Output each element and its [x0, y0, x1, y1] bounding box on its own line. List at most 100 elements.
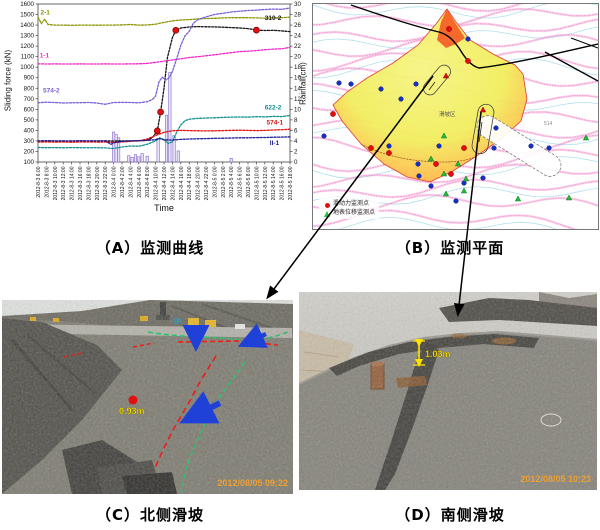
x-tick-label: 2012-8-3 8:00: [44, 166, 50, 197]
surface-displacement-point: [440, 170, 448, 177]
x-tick-label: 2012-8-5 10:00: [254, 166, 260, 200]
force-point: [448, 171, 454, 177]
series-574-2: [37, 7, 291, 105]
caption-d: （D）南侧滑坡: [395, 506, 505, 524]
x-tick-label: 2012-8-4 20:00: [196, 166, 202, 200]
series-574-1: [37, 128, 291, 144]
y-tick-label: 1500: [20, 12, 34, 19]
series-label-622-2: 622-2: [265, 105, 282, 112]
event-marker: [172, 26, 180, 34]
contour-line: [327, 4, 521, 12]
rain-bar: [137, 156, 141, 163]
y2-tick-label: 20: [294, 54, 301, 61]
measure-label: 0.93m: [119, 406, 145, 416]
measure-point-dot: [128, 395, 138, 405]
y-tick-label: 1100: [21, 54, 35, 61]
gps-point: [461, 180, 467, 186]
map-label-bench: 514: [544, 121, 553, 127]
y-tick-label: 1300: [20, 33, 34, 40]
red-crack-line: [132, 342, 155, 348]
rain-bar: [130, 156, 134, 163]
series-II-1: [37, 136, 291, 146]
x-tick-label: 2012-8-3 10:00: [53, 166, 59, 200]
y-tick-label: 1200: [20, 43, 34, 50]
series-label-310-2: 310-2: [265, 15, 282, 22]
x-tick-label: 2012-8-3 22:00: [103, 166, 109, 200]
rain-bar: [112, 131, 116, 163]
x-tick-label: 2012-8-5 0:00: [212, 166, 218, 197]
y2-tick-label: 0: [294, 159, 298, 166]
crack-marker-point: [442, 72, 450, 79]
monitoring-plan-map: 滑坡区 514: [313, 4, 598, 229]
road: [544, 51, 598, 82]
x-tick-label: 2012-8-4 18:00: [187, 166, 193, 200]
caption-a: （A）监测曲线: [95, 239, 205, 257]
gps-point: [348, 81, 354, 87]
force-point: [386, 150, 392, 156]
green-crack-line: [181, 361, 246, 493]
gps-point: [528, 143, 534, 149]
x-tick-label: 2012-8-4 0:00: [112, 166, 118, 197]
caption-b: （B）监测平面: [395, 239, 505, 257]
green-triangle-icon: [323, 204, 331, 222]
gps-point: [436, 143, 442, 149]
map-label-area: 滑坡区: [439, 110, 456, 118]
x-tick-label: 2012-8-5 6:00: [238, 166, 244, 197]
surface-displacement-point: [514, 195, 522, 202]
north-landslide-scene: 0.93m 2012/08/05 09:22: [2, 300, 293, 494]
y2-tick-label: 2: [294, 148, 298, 155]
y2-tick-label: 24: [294, 33, 301, 40]
event-marker: [253, 26, 260, 34]
x-tick-label: 2012-8-5 14:00: [271, 166, 277, 200]
series-label-1-1: 1-1: [40, 53, 50, 60]
gps-point: [386, 143, 392, 149]
crack-marker-point: [479, 106, 487, 113]
y2-tick-label: 30: [294, 1, 301, 8]
y-tick-label: 1600: [20, 1, 34, 8]
x-tick-label: 2012-8-3 6:00: [36, 166, 42, 197]
gps-point: [378, 86, 384, 92]
y-tick-label: 100: [24, 159, 35, 166]
surface-displacement-point: [440, 132, 448, 139]
x-tick-label: 2012-8-4 8:00: [145, 166, 151, 197]
gps-point: [453, 198, 459, 204]
rock-texture: [2, 300, 293, 494]
x-tick-label: 2012-8-4 16:00: [179, 166, 185, 200]
y2-tick-label: 8: [294, 117, 298, 124]
rain-bar: [165, 114, 169, 163]
legend-label-displacement: 地表位移监测点: [333, 209, 376, 216]
y-tick-label: 600: [24, 106, 35, 113]
photo-timestamp: 2012/08/05 10:23: [520, 474, 591, 484]
photo-north-landslide: 0.93m 2012/08/05 09:22: [2, 300, 293, 494]
x-tick-label: 2012-8-3 18:00: [86, 166, 92, 200]
y-tick-label: 700: [24, 96, 35, 103]
rain-bar: [117, 137, 121, 163]
y-axis-title-right: Rainfall(cm): [298, 62, 308, 105]
rain-bar: [133, 154, 137, 163]
gps-point: [428, 183, 434, 189]
rock-texture: [299, 292, 597, 490]
y2-tick-label: 28: [294, 12, 301, 19]
x-tick-label: 2012-8-5 2:00: [221, 166, 227, 197]
series-2-1: [37, 16, 291, 26]
rain-bar: [145, 155, 149, 163]
gps-point: [493, 125, 499, 131]
x-tick-label: 2012-8-4 2:00: [120, 166, 126, 197]
y2-tick-label: 26: [294, 22, 301, 29]
x-tick-label: 2012-8-3 20:00: [95, 166, 101, 200]
x-tick-label: 2012-8-3 16:00: [78, 166, 84, 200]
gps-point: [321, 133, 327, 139]
series-label-2-1: 2-1: [41, 10, 51, 17]
force-point: [465, 58, 471, 64]
gps-point: [480, 175, 486, 181]
panel-monitoring-curves: 100 200 300 400 500 600 700 800 900 1000 1100 1200 1…: [0, 0, 311, 232]
road: [350, 4, 598, 69]
road: [570, 37, 598, 49]
y2-tick-label: 22: [294, 43, 301, 50]
gps-point: [491, 145, 497, 151]
rain-bar: [156, 138, 160, 163]
y-tick-label: 800: [24, 85, 35, 92]
y2-tick-label: 18: [294, 64, 301, 71]
gps-point: [415, 161, 421, 167]
